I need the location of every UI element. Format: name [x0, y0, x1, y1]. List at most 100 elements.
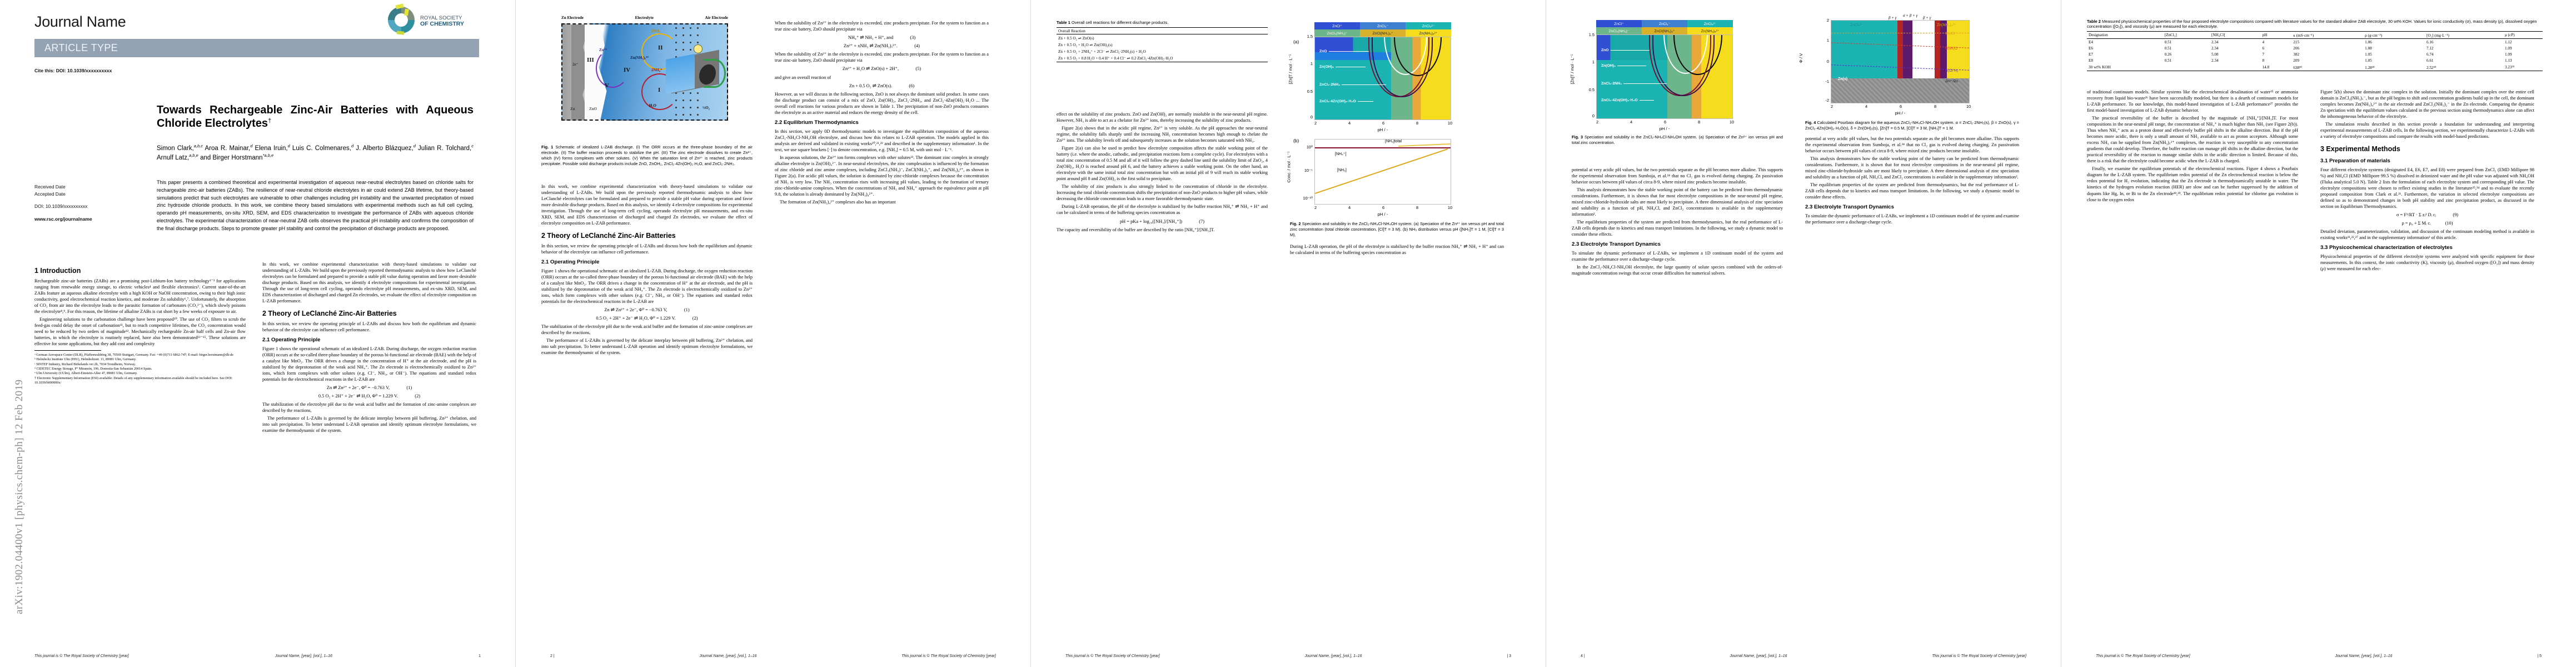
section-heading-introduction: 1 Introduction	[34, 267, 81, 275]
paragraph: To simulate the dynamic performance of L…	[1805, 213, 2019, 225]
equation-body: Zn²⁺ + H₂O ⇌ ZnO(s) + 2H⁺,	[842, 66, 899, 72]
table-cell: 1.13	[2505, 58, 2512, 63]
figure-4-y-label: Φ / V	[1798, 53, 1804, 63]
figure-2a-x-label: pH / -	[1377, 127, 1388, 132]
label-air-electrode: Air Electrode	[705, 16, 728, 20]
author: J. Alberto Blázquez,d	[356, 143, 416, 152]
table-2-caption-label: Table 2	[2087, 19, 2101, 24]
equation-number: (1)	[684, 307, 690, 312]
cite-this: Cite this: DOI: 10.1039/xxxxxxxxxx	[34, 68, 112, 73]
figure-2b-y-label: Conc. / mol · L⁻¹	[1286, 151, 1292, 183]
table-1: Table 1 Overall cell reactions for diffe…	[1057, 20, 1268, 62]
table-cell: 1.09	[2505, 46, 2512, 51]
table-cell: E6	[2089, 46, 2093, 51]
x-tick: 10	[1966, 104, 1971, 109]
y-tick: 2	[1826, 18, 1829, 23]
paragraph: In the ZnCl₂-NH₄Cl-NH₄OH electrolyte, th…	[1572, 265, 1783, 276]
paragraph: Four different electrolyte systems (desi…	[2320, 167, 2534, 209]
table-2-header-row: Designation [ZnCl₂] [NH₄Cl] pH κ (mS·cm⁻…	[2087, 31, 2543, 39]
rsc-logo: ROYAL SOCIETY OF CHEMISTRY	[383, 3, 478, 38]
x-tick: 10	[1729, 120, 1735, 125]
footer-left: This journal is © The Royal Society of C…	[1065, 654, 1160, 658]
equation-number: (10)	[2445, 221, 2453, 226]
table-1-caption-text: Overall cell reactions for different dis…	[1071, 20, 1169, 25]
rsc-logo-mark	[388, 3, 415, 35]
figure-3-caption-text: Speciation and solubility in the ZnCl₂-N…	[1572, 135, 1783, 145]
table-row: E7 0.26 5.08 7 382 1.05 6.74 1.09	[2087, 52, 2543, 58]
equation-number: (5)	[915, 66, 921, 72]
paragraph: In this section, we review the operating…	[541, 243, 753, 255]
title-dagger: †	[268, 117, 272, 125]
paragraph: During L-ZAB operation, the pH of the el…	[1290, 243, 1504, 255]
page-3: Table 1 Overall cell reactions for diffe…	[1030, 0, 1546, 667]
table-row: E6 0.51 2.34 6 206 1.08 7.12 1.09	[2087, 45, 2543, 51]
paragraph: Figure 1 shows the operational schematic…	[541, 268, 753, 304]
x-tick: 8	[1416, 121, 1419, 126]
table-cell: E7	[2089, 52, 2093, 57]
footer-page-number: | 5	[2537, 654, 2542, 658]
region-zn-solid	[1831, 78, 1969, 103]
table-cell	[2163, 63, 2210, 72]
footer-page-number: | 3	[1507, 654, 1511, 658]
page-footer: 4 | Journal Name, [year], [vol.], 1–16 T…	[1546, 654, 2061, 658]
figure-2: (a) ZnCl⁺ ZnCl₃⁻ ZnCl₄²⁻ ZnCl₃(NH₃)⁻ ZnC…	[1286, 22, 1504, 255]
paragraph: However, as we will discuss in the follo…	[775, 91, 989, 115]
arxiv-stamp-text: arXiv:1902.04400v1 [physics.chem-ph] 12 …	[13, 379, 25, 614]
equation-body: Zn ⇌ Zn²⁺ + 2e⁻, Φ⁰ = −0.763 V,	[326, 385, 390, 390]
equation-number: (2)	[692, 316, 698, 321]
section-heading-theory: 2 Theory of LeClanché Zinc-Air Batteries	[541, 232, 676, 240]
table-row: Zn + 0.5 O₂ + 0.8 H₂O + 0.4 H⁺ + 0.4 Cl⁻…	[1057, 54, 1268, 62]
x-tick: 2	[1314, 205, 1317, 210]
y-tick: 10⁻¹⁰	[1303, 196, 1313, 201]
author: and Birger Horstmann*a,b,e	[200, 153, 274, 162]
paragraph: and give an overall reaction of	[775, 74, 831, 80]
figure-3-legend: ZnCl⁺ ZnCl₃⁻ ZnCl₄²⁻ ZnCl₃(NH₃)⁻ ZnCl(NH…	[1596, 20, 1733, 34]
table-2-header-cell: μ (cP)	[2503, 31, 2543, 39]
paragraph: Figure 2(a) can also be used to predict …	[1057, 146, 1268, 182]
x-tick: 4	[1348, 121, 1351, 126]
table-row: Zn + 0.5 O₂ + H₂O ⇌ Zn(OH)₂(s)	[1057, 41, 1268, 48]
table-row: Zn + 0.5 O₂ + 2NH₄⁺ + 2Cl⁻ ⇌ ZnCl₂·2NH₃(…	[1057, 48, 1268, 55]
series-nh4-plus	[1315, 147, 1451, 148]
annotation-zno: ZnO	[1319, 49, 1369, 53]
page1-column-2: In this work, we combine experimental ch…	[262, 261, 476, 639]
y-tick: 0	[1310, 115, 1313, 120]
paragraph: Figure 2(a) shows that in the acidic pH …	[1057, 126, 1268, 143]
subsection-heading-transport: 2.3 Electrolyte Transport Dynamics	[1805, 204, 1894, 210]
table-2-caption-text: Measured physicochemical properties of t…	[2087, 19, 2537, 29]
figure-4-plot: Zn(s) ZnCl₄²⁻ Zn(NH₃)₄²⁺	[1831, 20, 1970, 103]
table-cell: 2.34	[2211, 58, 2219, 63]
figure-1: Zn Electrode Electrolyte Air Electrode 2…	[541, 16, 753, 166]
table-cell: 382	[2293, 52, 2300, 57]
title-text: Towards Rechargeable Zinc-Air Batteries …	[157, 104, 474, 130]
paragraph: The stabilization of the electrolyte pH …	[541, 324, 753, 336]
table-cell: 5.08	[2211, 52, 2219, 57]
table-cell: 30 wt% KOH	[2087, 63, 2163, 72]
legend-znnh34: Zn(NH₃)₄²⁺	[1687, 27, 1733, 34]
table-cell: 1.28³⁰	[2363, 63, 2425, 72]
table-2-header-cell: pH	[2260, 31, 2292, 39]
legend-row-bottom: ZnCl₃(NH₃)⁻ ZnCl(NH₃)₃⁺ Zn(NH₃)₄²⁺	[1596, 27, 1733, 34]
table-cell: 0.26	[2164, 52, 2172, 57]
page-footer: 2 | Journal Name, [year], [vol.], 1–16 T…	[516, 654, 1030, 658]
journal-url[interactable]: www.rsc.org/journalname	[34, 216, 92, 222]
table-2-header-cell: ρ (g·cm⁻³)	[2363, 31, 2425, 39]
table-cell: Zn + 0.5 O₂ + H₂O ⇌ Zn(OH)₂(s)	[1058, 42, 1113, 47]
x-tick: 8	[1934, 104, 1937, 109]
roman-ii: II	[658, 44, 663, 51]
footer-left: This journal is © The Royal Society of C…	[34, 654, 129, 658]
roman-i: I	[658, 87, 661, 93]
paragraph: potential at very acidic pH values, but …	[1805, 136, 2019, 153]
equation: σ = F²/RT · Σ zᵢ² Dᵢ cᵢ (9)	[2320, 212, 2534, 218]
figure-4-caption-label: Fig. 4	[1805, 120, 1816, 125]
greek-label-3: β + γ	[1923, 16, 1931, 20]
region-beta-gamma-2	[1935, 21, 1940, 103]
paragraph: Finally, we examine the equilibrium pote…	[2087, 166, 2298, 202]
table-cell: 6.16	[2426, 39, 2434, 44]
page3-column-1: effect on the solubility of zinc product…	[1057, 111, 1268, 639]
page4-column-2-text: potential at very acidic pH values, but …	[1805, 136, 2019, 225]
figure-2a-plot: ZnO Zn(OH)₂ ZnCl₂·2NH₃ ZnCl₂·4Zn(OH)₂·H₂…	[1314, 37, 1451, 120]
species-h2o: H₂O	[649, 103, 656, 108]
label-electrolyte: Electrolyte	[635, 16, 654, 20]
annotation-zno: ZnO	[1601, 48, 1650, 52]
